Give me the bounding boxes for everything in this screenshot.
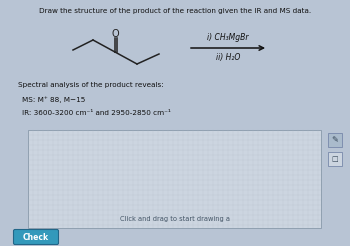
Text: IR: 3600-3200 cm⁻¹ and 2950-2850 cm⁻¹: IR: 3600-3200 cm⁻¹ and 2950-2850 cm⁻¹ <box>22 110 171 116</box>
FancyBboxPatch shape <box>328 152 342 166</box>
Text: Draw the structure of the product of the reaction given the IR and MS data.: Draw the structure of the product of the… <box>39 8 311 14</box>
Text: Check: Check <box>23 232 49 242</box>
Text: i) CH₃MgBr: i) CH₃MgBr <box>207 33 249 42</box>
Text: Spectral analysis of the product reveals:: Spectral analysis of the product reveals… <box>18 82 164 88</box>
Bar <box>28 130 321 228</box>
Text: ✎: ✎ <box>331 136 338 144</box>
FancyBboxPatch shape <box>328 133 342 147</box>
Text: MS: M⁺ 88, M−15: MS: M⁺ 88, M−15 <box>22 96 85 103</box>
Text: □: □ <box>332 156 338 162</box>
Text: O: O <box>111 29 119 39</box>
FancyBboxPatch shape <box>14 230 58 245</box>
Text: ii) H₂O: ii) H₂O <box>216 53 240 62</box>
Text: Click and drag to start drawing a: Click and drag to start drawing a <box>119 216 230 222</box>
